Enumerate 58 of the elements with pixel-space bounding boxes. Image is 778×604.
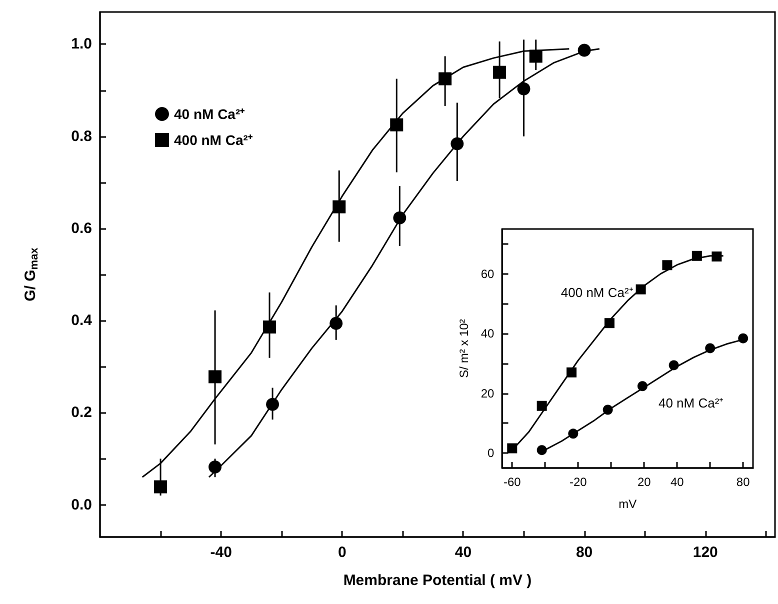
point xyxy=(712,251,722,262)
y-tick-label: 0.8 xyxy=(71,128,92,145)
y-tick-label: 40 xyxy=(480,326,495,341)
point xyxy=(566,367,577,378)
point xyxy=(263,320,276,334)
point xyxy=(450,137,464,150)
point xyxy=(637,381,648,392)
point xyxy=(536,445,547,456)
point xyxy=(738,333,748,344)
x-tick-label: 0 xyxy=(338,544,346,561)
x-tick-label: -20 xyxy=(569,475,588,489)
y-tick-label: 0.2 xyxy=(71,404,92,422)
point xyxy=(705,343,716,354)
legend-label: 400 nM Ca²⁺ xyxy=(174,132,253,148)
point xyxy=(332,200,346,214)
point xyxy=(536,400,547,411)
x-tick-label: 20 xyxy=(637,475,652,489)
point xyxy=(529,50,542,63)
point xyxy=(578,44,591,57)
point xyxy=(662,260,672,270)
point xyxy=(636,284,646,294)
point xyxy=(507,443,518,454)
x-tick-label: 40 xyxy=(454,544,472,561)
point xyxy=(208,460,222,474)
point xyxy=(330,316,343,330)
point xyxy=(604,318,614,328)
point xyxy=(517,82,530,96)
y-tick-label: 0.4 xyxy=(71,312,93,330)
x-axis-title: Membrane Potential ( mV ) xyxy=(343,572,532,589)
y-axis-title: G/ Gmax xyxy=(22,246,40,302)
y-tick-label: 0 xyxy=(488,446,495,460)
point xyxy=(568,428,578,439)
point xyxy=(266,398,280,411)
x-tick-label: 120 xyxy=(692,544,718,561)
series-label: 400 nM Ca²⁺ xyxy=(560,284,633,300)
y-tick-label: 60 xyxy=(480,266,495,281)
y-tick-label: 20 xyxy=(480,386,495,400)
point xyxy=(692,250,702,261)
y-tick-label: 1.0 xyxy=(71,36,92,53)
y-axis-title: S/ m² x 10² xyxy=(457,319,471,378)
x-tick-label: 80 xyxy=(736,475,750,489)
point xyxy=(602,404,613,415)
point xyxy=(390,118,404,132)
x-tick-label: 40 xyxy=(670,475,684,489)
y-tick-label: 0.6 xyxy=(71,220,92,237)
point xyxy=(668,360,679,370)
x-tick-label: 80 xyxy=(576,544,593,561)
point xyxy=(208,370,222,384)
y-tick-label: 0.0 xyxy=(71,496,92,514)
x-tick-label: -60 xyxy=(503,475,522,489)
point xyxy=(393,211,406,224)
point xyxy=(493,66,506,79)
x-axis-title: mV xyxy=(618,497,637,511)
x-tick-label: -40 xyxy=(210,544,232,561)
legend-label: 40 nM Ca²⁺ xyxy=(174,106,246,122)
point xyxy=(438,72,452,86)
point xyxy=(154,480,168,494)
series-label: 40 nM Ca²⁺ xyxy=(658,396,724,411)
